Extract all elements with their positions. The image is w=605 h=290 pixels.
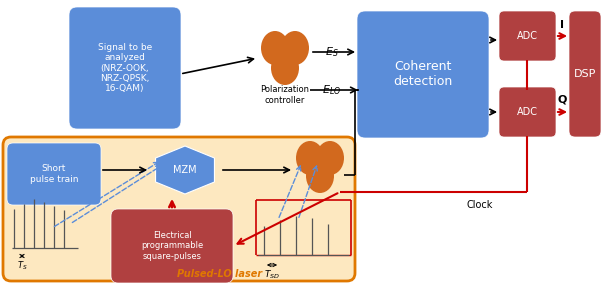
- Text: Electrical
programmable
square-pulses: Electrical programmable square-pulses: [141, 231, 203, 261]
- Text: Polarization
controller: Polarization controller: [261, 85, 310, 105]
- FancyBboxPatch shape: [499, 87, 556, 137]
- FancyBboxPatch shape: [357, 11, 489, 138]
- Text: $T_{SD}$: $T_{SD}$: [264, 269, 280, 281]
- Ellipse shape: [296, 141, 324, 175]
- Text: $\mathbf{I}$: $\mathbf{I}$: [560, 18, 564, 30]
- Text: DSP: DSP: [574, 69, 596, 79]
- Text: Signal to be
analyzed
(NRZ-OOK,
NRZ-QPSK,
16-QAM): Signal to be analyzed (NRZ-OOK, NRZ-QPSK…: [98, 43, 152, 93]
- FancyBboxPatch shape: [569, 11, 601, 137]
- Text: $E_{LO}$: $E_{LO}$: [322, 83, 342, 97]
- Text: $\mathbf{Q}$: $\mathbf{Q}$: [557, 93, 567, 106]
- Text: Short
pulse train: Short pulse train: [30, 164, 78, 184]
- Text: Pulsed-LO laser: Pulsed-LO laser: [177, 269, 263, 279]
- Ellipse shape: [271, 51, 299, 85]
- Text: MZM: MZM: [173, 165, 197, 175]
- FancyBboxPatch shape: [3, 137, 355, 281]
- Text: ADC: ADC: [517, 107, 537, 117]
- Ellipse shape: [281, 31, 309, 65]
- Text: Clock: Clock: [467, 200, 493, 210]
- Text: $T_S$: $T_S$: [17, 260, 27, 272]
- Text: ADC: ADC: [517, 31, 537, 41]
- Text: $E_S$: $E_S$: [325, 45, 339, 59]
- Ellipse shape: [316, 141, 344, 175]
- FancyBboxPatch shape: [7, 143, 101, 205]
- Text: Coherent
detection: Coherent detection: [393, 60, 453, 88]
- FancyBboxPatch shape: [499, 11, 556, 61]
- FancyBboxPatch shape: [69, 7, 181, 129]
- FancyBboxPatch shape: [111, 209, 233, 283]
- Ellipse shape: [261, 31, 289, 65]
- Ellipse shape: [306, 159, 334, 193]
- Polygon shape: [155, 146, 214, 194]
